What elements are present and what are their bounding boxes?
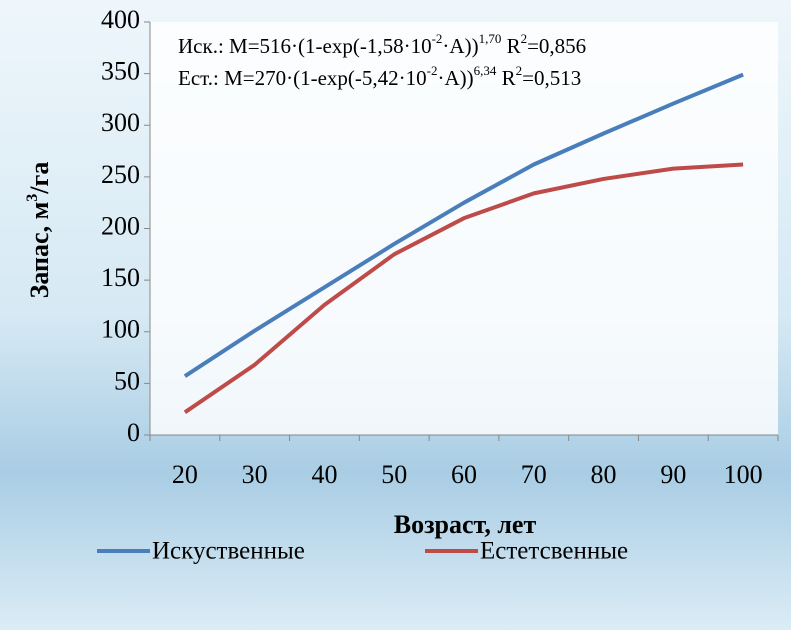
- annotation-part: -2: [432, 31, 443, 46]
- y-tick-label: 0: [127, 418, 140, 447]
- y-tick-label: 400: [101, 5, 140, 34]
- y-tick-label: 100: [101, 315, 140, 344]
- y-tick-label: 350: [101, 57, 140, 86]
- y-tick-label: 50: [114, 366, 140, 395]
- x-axis-title: Возраст, лет: [394, 510, 537, 539]
- annotation-part: Ест.: M=270·(1-exp(-5,42·10: [178, 66, 427, 90]
- annotation: Ест.: M=270·(1-exp(-5,42·10-2·A))6,34 R2…: [178, 63, 581, 89]
- y-tick-label: 200: [101, 211, 140, 240]
- y-axis-title-part: 3: [24, 194, 41, 202]
- annotation-part: Иск.: M=516·(1-exp(-1,58·10: [178, 34, 432, 58]
- y-axis-title-part: Запас, м: [25, 202, 54, 299]
- annotation-part: 2: [516, 63, 523, 78]
- y-axis-title: Запас, м3/га: [24, 162, 54, 299]
- x-tick-label: 100: [724, 460, 763, 489]
- annotation-part: =0,513: [522, 66, 581, 90]
- y-tick-label: 300: [101, 108, 140, 137]
- y-axis-title-part: /га: [25, 162, 54, 195]
- annotation-part: -2: [427, 63, 438, 78]
- y-tick-label: 150: [101, 263, 140, 292]
- annotation-part: 1,70: [479, 31, 502, 46]
- x-tick-label: 80: [591, 460, 617, 489]
- x-tick-label: 50: [381, 460, 407, 489]
- annotation-part: 2: [521, 31, 528, 46]
- legend-label: Естетсвенные: [480, 538, 628, 565]
- annotation-part: =0,856: [527, 34, 586, 58]
- x-tick-label: 90: [660, 460, 686, 489]
- annotation-part: 6,34: [474, 63, 497, 78]
- legend-label: Искуственные: [152, 538, 305, 565]
- x-tick-label: 40: [311, 460, 337, 489]
- x-tick-label: 70: [521, 460, 547, 489]
- series-line: [183, 162, 744, 414]
- annotation: Иск.: M=516·(1-exp(-1,58·10-2·A))1,70 R2…: [178, 31, 586, 57]
- annotation-part: ·A)): [437, 66, 473, 90]
- x-tick-label: 20: [172, 460, 198, 489]
- series-line: [183, 72, 744, 378]
- x-tick-label: 30: [242, 460, 268, 489]
- y-tick-label: 250: [101, 160, 140, 189]
- annotation-part: R: [501, 34, 520, 58]
- x-tick-label: 60: [451, 460, 477, 489]
- annotation-part: ·A)): [442, 34, 478, 58]
- annotation-part: R: [496, 66, 515, 90]
